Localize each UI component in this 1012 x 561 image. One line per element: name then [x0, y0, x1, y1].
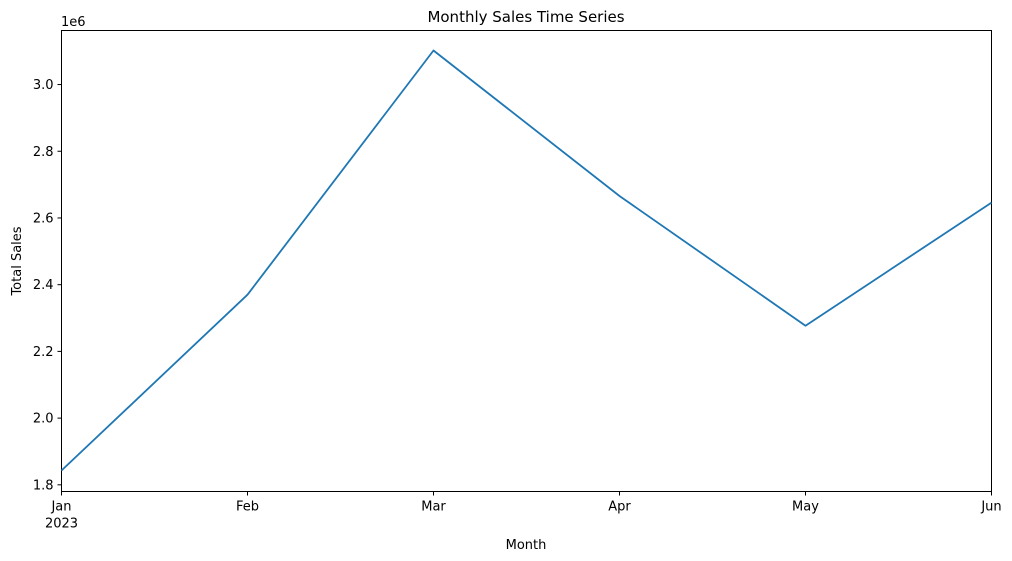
- x-axis: Jan 2023 Feb Mar Apr May Jun: [45, 491, 1002, 532]
- y-offset-label: 1e6: [61, 15, 86, 30]
- y-axis-label: Total Sales: [10, 226, 25, 296]
- x-tick-label: Jan: [50, 500, 71, 515]
- y-tick-label: 1.8: [33, 478, 54, 493]
- x-tick-label: Apr: [608, 500, 631, 515]
- sales-series-line: [60, 49, 992, 472]
- y-axis: 1.8 2.0 2.2 2.4 2.6 2.8 3.0: [33, 78, 62, 493]
- plot-frame: [61, 30, 992, 492]
- x-tick-label: May: [792, 500, 819, 515]
- series-layer: [60, 49, 992, 472]
- x-tick-sublabel: 2023: [45, 517, 78, 532]
- y-tick-label: 2.4: [33, 278, 54, 293]
- y-tick-label: 2.2: [33, 345, 54, 360]
- x-tick-label: Feb: [236, 500, 259, 515]
- y-tick-label: 3.0: [33, 78, 54, 93]
- x-tick-label: Mar: [421, 500, 446, 515]
- chart-title: Monthly Sales Time Series: [427, 8, 624, 26]
- x-axis-label: Month: [506, 538, 547, 553]
- y-tick-label: 2.0: [33, 412, 54, 427]
- x-tick-label: Jun: [980, 500, 1001, 515]
- y-tick-label: 2.8: [33, 145, 54, 160]
- y-tick-label: 2.6: [33, 211, 54, 226]
